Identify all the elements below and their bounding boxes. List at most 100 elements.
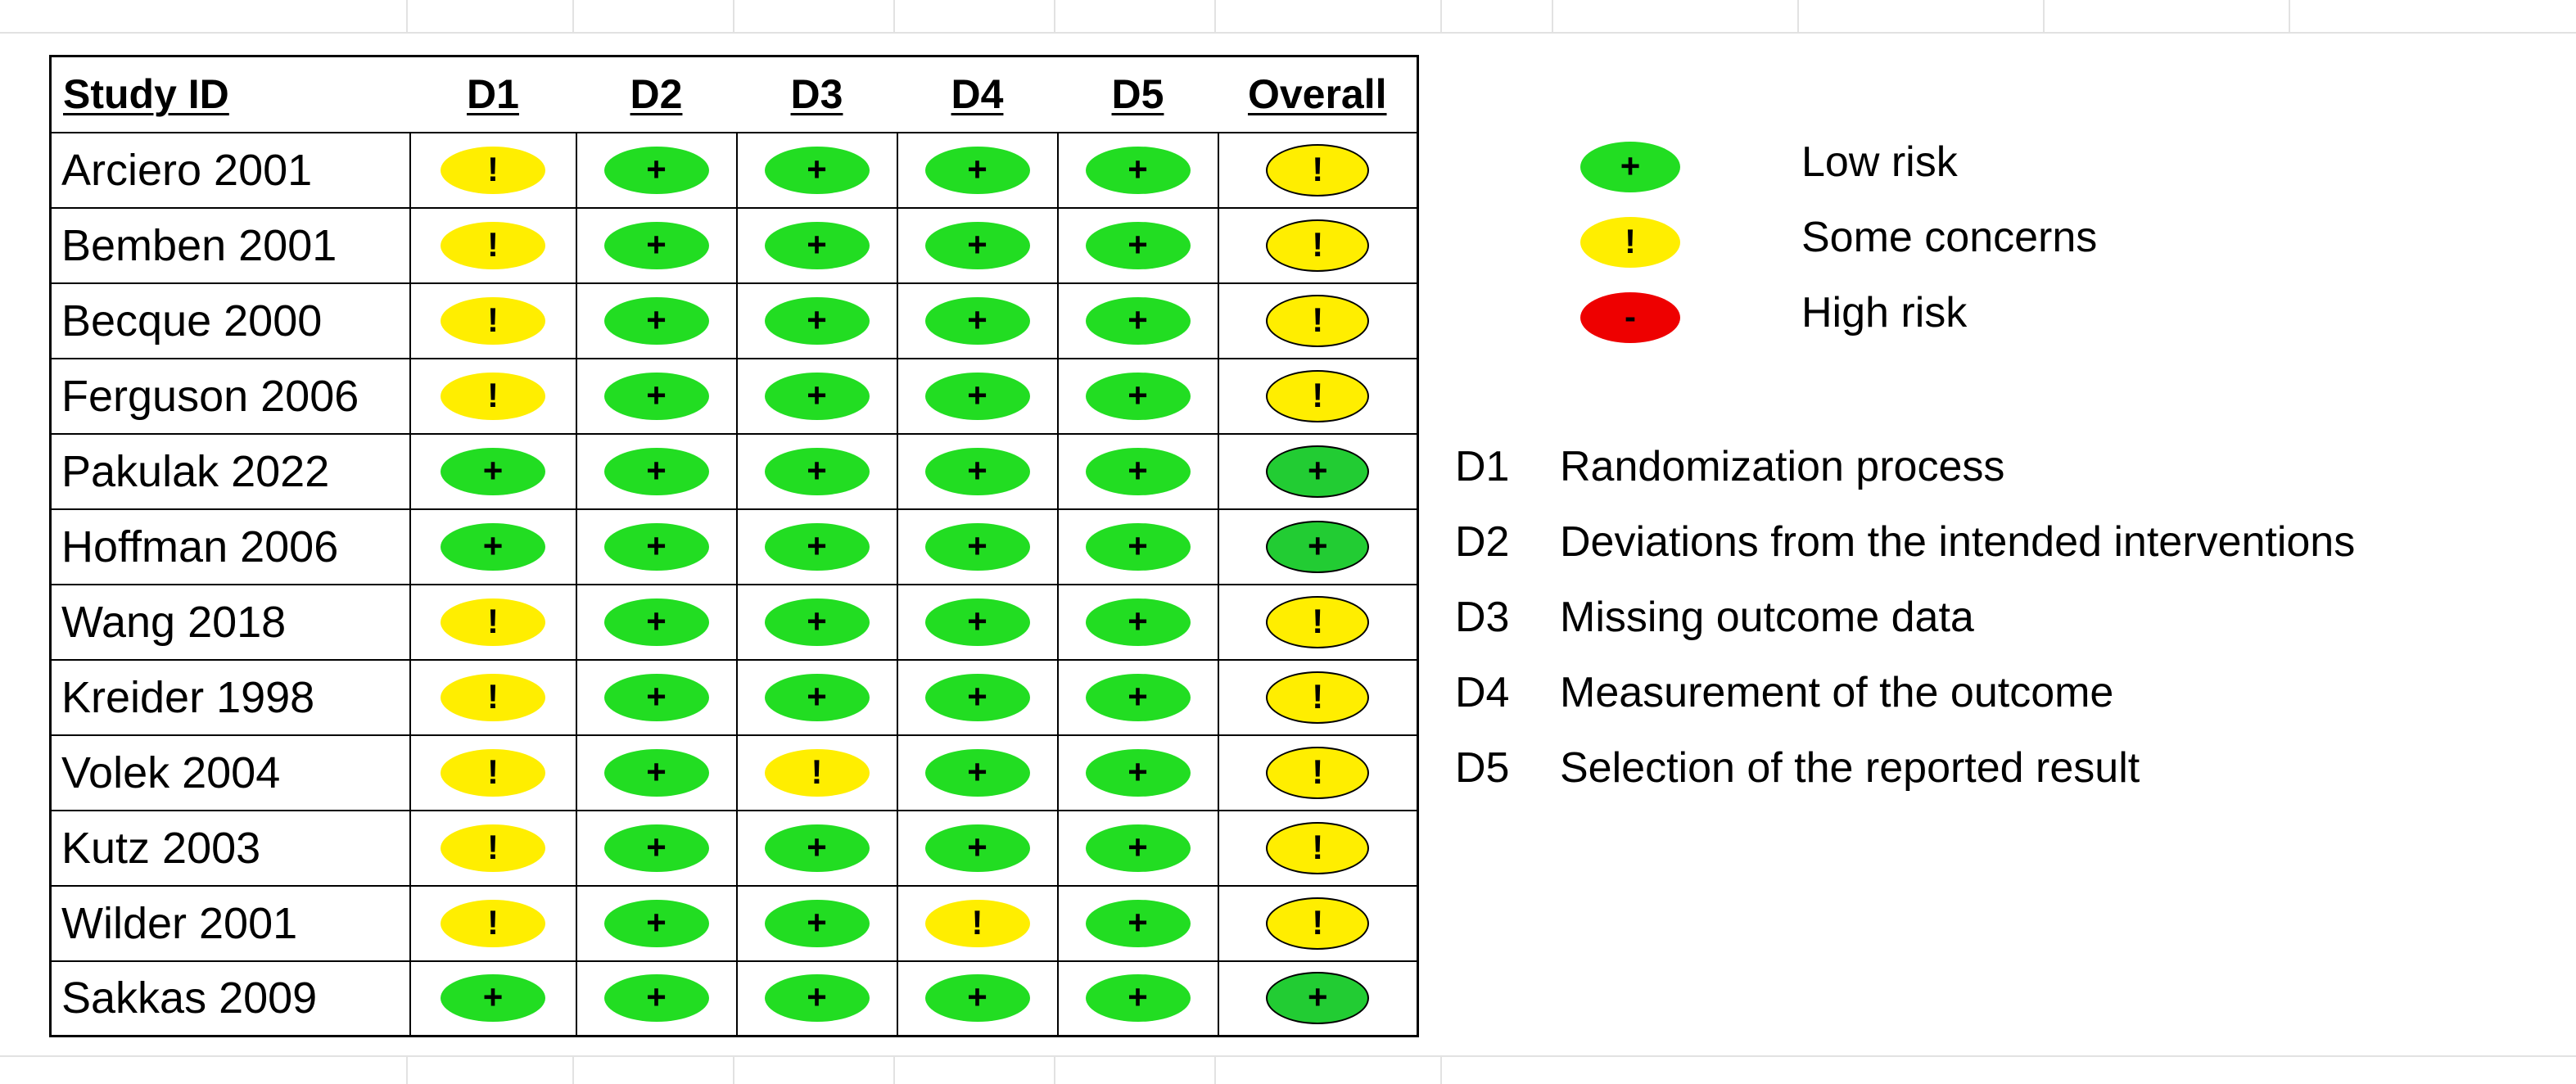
d2-judgement-cell: +	[575, 960, 738, 1037]
d1-judgement-cell: !	[409, 809, 577, 887]
low-risk-oval-icon: +	[1085, 673, 1191, 721]
judgement-symbol: +	[807, 450, 827, 490]
low-risk-oval-icon: +	[603, 296, 709, 345]
judgement-symbol: +	[807, 300, 827, 339]
overall-judgement-cell: +	[1217, 960, 1418, 1037]
low-risk-oval-icon: +	[603, 673, 709, 721]
judgement-symbol: !	[811, 752, 823, 791]
domain-key-d4: D4	[1455, 669, 1510, 716]
d4-judgement-cell: +	[896, 282, 1059, 359]
low-risk-oval-icon: +	[603, 372, 709, 420]
judgement-symbol: !	[1312, 300, 1324, 339]
low-risk-oval-icon: +	[1085, 974, 1191, 1023]
some-concerns-oval-icon: !	[1266, 369, 1370, 422]
judgement-symbol: +	[646, 978, 667, 1017]
judgement-symbol: +	[807, 902, 827, 942]
low-risk-oval-icon: +	[764, 146, 870, 194]
overall-judgement-cell: !	[1217, 734, 1418, 811]
d1-judgement-cell: !	[409, 206, 577, 284]
study-id-cell: Ferguson 2006	[50, 357, 411, 435]
judgement-symbol: !	[971, 902, 983, 942]
d4-judgement-cell: +	[896, 508, 1059, 585]
study-id-cell: Becque 2000	[50, 282, 411, 359]
low-risk-oval-icon: +	[1266, 520, 1370, 573]
d2-judgement-cell: +	[575, 734, 738, 811]
some-concerns-oval-icon: !	[441, 221, 545, 269]
judgement-symbol: +	[646, 375, 667, 414]
judgement-symbol: +	[967, 752, 987, 791]
d5-judgement-cell: +	[1056, 658, 1219, 736]
judgement-symbol: +	[1128, 300, 1148, 339]
low-risk-oval-icon: +	[603, 146, 709, 194]
judgement-symbol: !	[487, 300, 499, 339]
low-risk-oval-icon: +	[1085, 447, 1191, 495]
judgement-symbol: +	[1128, 902, 1148, 942]
d4-judgement-cell: !	[896, 884, 1059, 962]
judgement-symbol: +	[807, 676, 827, 716]
judgement-symbol: +	[807, 526, 827, 565]
judgement-symbol: +	[646, 902, 667, 942]
low-risk-oval-icon: +	[924, 748, 1030, 797]
low-risk-oval-icon: +	[1580, 142, 1680, 192]
low-risk-oval-icon: +	[924, 221, 1030, 269]
some-concerns-oval-icon: !	[441, 372, 545, 420]
judgement-symbol: +	[967, 300, 987, 339]
d2-judgement-cell: +	[575, 583, 738, 661]
judgement-symbol: +	[646, 526, 667, 565]
d2-judgement-cell: +	[575, 884, 738, 962]
some-concerns-oval-icon: !	[441, 673, 545, 721]
low-risk-oval-icon: +	[924, 296, 1030, 345]
d2-judgement-cell: +	[575, 658, 738, 736]
some-concerns-oval-icon: !	[1266, 595, 1370, 648]
some-concerns-oval-icon: !	[924, 899, 1030, 947]
judgement-symbol: !	[1312, 601, 1324, 640]
d3-judgement-cell: +	[735, 282, 898, 359]
legend-label-high: High risk	[1801, 289, 1968, 336]
low-risk-oval-icon: +	[764, 447, 870, 495]
study-id-cell: Pakulak 2022	[50, 432, 411, 510]
legend-label-low: Low risk	[1801, 138, 1958, 186]
low-risk-oval-icon: +	[764, 221, 870, 269]
overall-judgement-cell: !	[1217, 357, 1418, 435]
study-id-cell: Kreider 1998	[50, 658, 411, 736]
domain-description-d5: Selection of the reported result	[1560, 744, 2140, 792]
table-body: Arciero 2001! + + + +! Bemben 2001! + + + +! Becqu…	[50, 131, 1418, 1037]
judgement-symbol: +	[1128, 149, 1148, 188]
low-risk-oval-icon: +	[1085, 522, 1191, 571]
study-id-cell: Arciero 2001	[50, 131, 411, 209]
low-risk-oval-icon: +	[603, 824, 709, 872]
low-risk-oval-icon: +	[1085, 899, 1191, 947]
some-concerns-oval-icon: !	[1580, 217, 1680, 268]
low-risk-oval-icon: +	[764, 296, 870, 345]
overall-judgement-cell: +	[1217, 432, 1418, 510]
overall-judgement-cell: !	[1217, 809, 1418, 887]
some-concerns-oval-icon: !	[1266, 821, 1370, 874]
table-row: Hoffman 2006 + + + + + +	[50, 508, 1418, 585]
table-row: Becque 2000! + + + +!	[50, 282, 1418, 359]
legend-symbol-high: -	[1625, 297, 1636, 336]
some-concerns-oval-icon: !	[1266, 897, 1370, 950]
d4-judgement-cell: +	[896, 658, 1059, 736]
d4-judgement-cell: +	[896, 357, 1059, 435]
low-risk-oval-icon: +	[603, 598, 709, 646]
judgement-symbol: +	[1307, 526, 1328, 565]
d1-judgement-cell: !	[409, 734, 577, 811]
d4-judgement-cell: +	[896, 206, 1059, 284]
d1-judgement-cell: !	[409, 884, 577, 962]
d1-judgement-cell: +	[409, 508, 577, 585]
judgement-symbol: !	[1312, 375, 1324, 414]
low-risk-oval-icon: +	[924, 824, 1030, 872]
judgement-symbol: +	[807, 601, 827, 640]
domain-description-d3: Missing outcome data	[1560, 594, 1974, 641]
d4-judgement-cell: +	[896, 809, 1059, 887]
d5-judgement-cell: +	[1056, 206, 1219, 284]
judgement-symbol: !	[1312, 676, 1324, 716]
some-concerns-oval-icon: !	[1266, 143, 1370, 196]
high-risk-oval-icon: -	[1580, 292, 1680, 343]
d3-judgement-cell: +	[735, 960, 898, 1037]
d2-judgement-cell: +	[575, 357, 738, 435]
domain-description-d1: Randomization process	[1560, 443, 2005, 490]
low-risk-oval-icon: +	[1085, 221, 1191, 269]
judgement-symbol: !	[1312, 752, 1324, 791]
some-concerns-oval-icon: !	[441, 748, 545, 797]
